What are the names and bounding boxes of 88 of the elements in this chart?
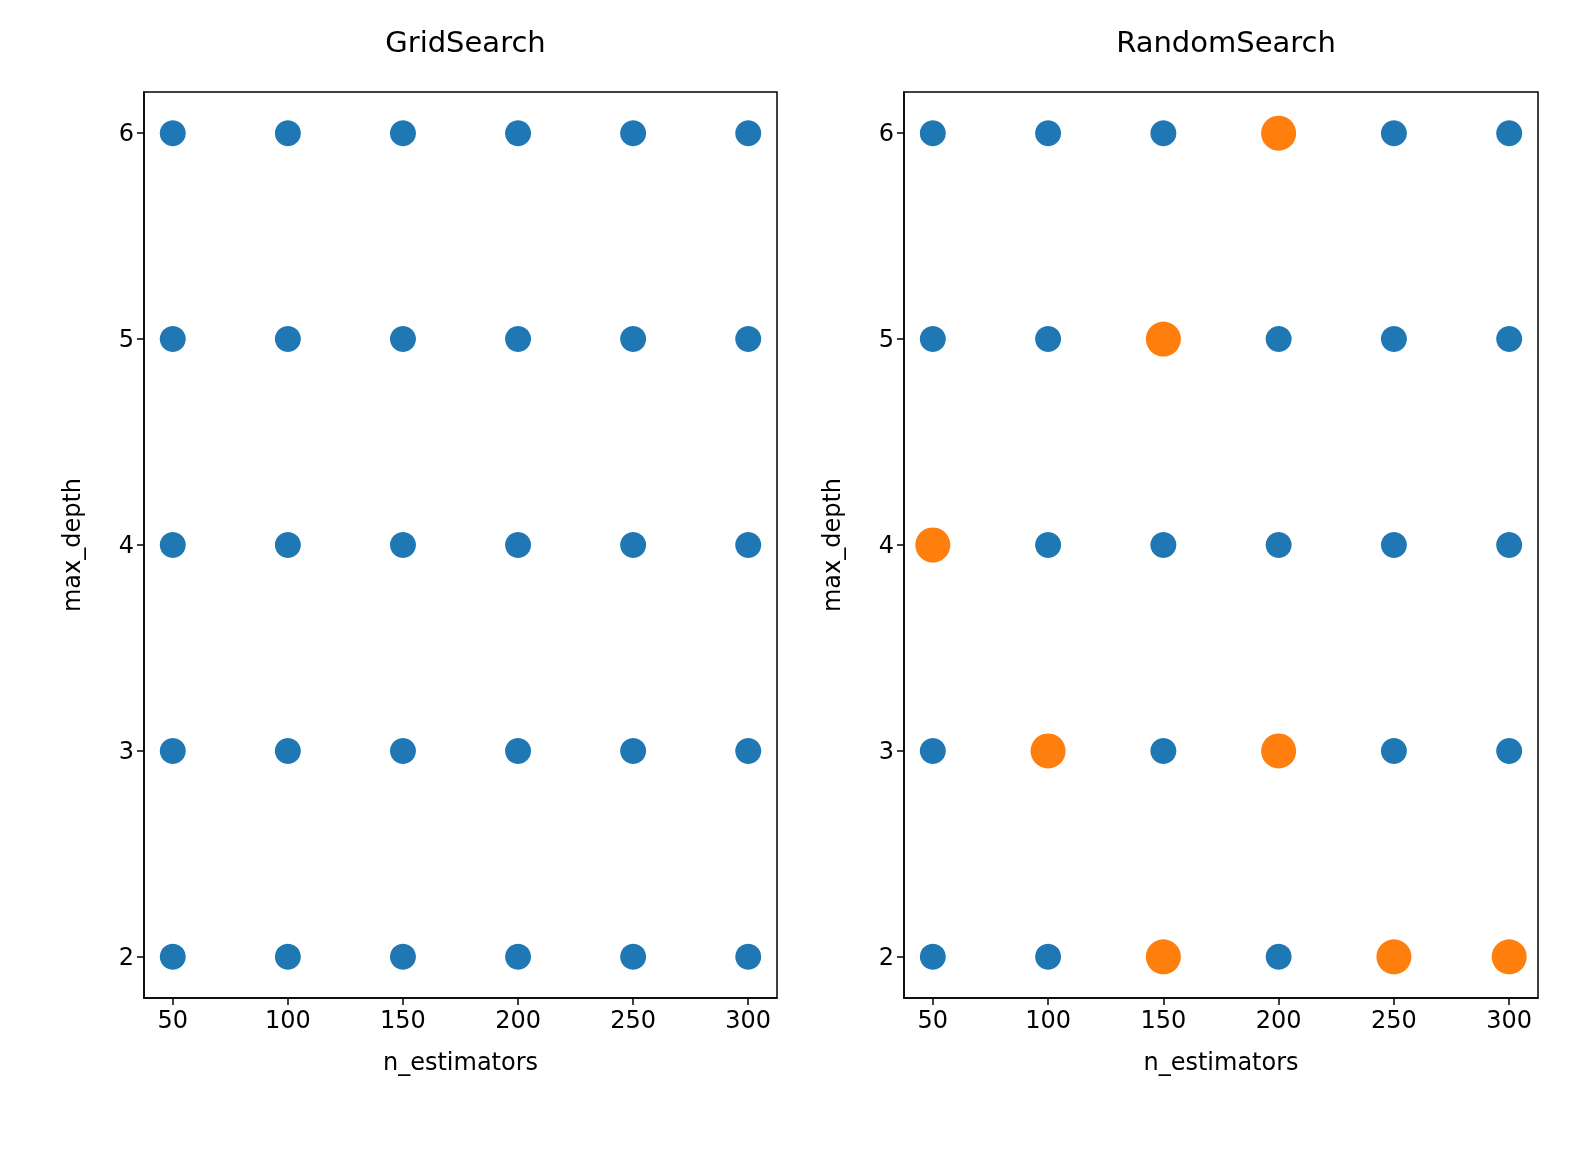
- point: [735, 120, 762, 147]
- x-tick-label: 300: [725, 1006, 772, 1034]
- point: [159, 943, 186, 970]
- point: [620, 943, 647, 970]
- chart-title: RandomSearch: [1116, 24, 1336, 59]
- point: [389, 943, 416, 970]
- y-tick-label: 2: [878, 942, 894, 971]
- point: [505, 532, 532, 558]
- y-tick-label: 5: [118, 325, 134, 354]
- y-tick-label: 4: [118, 531, 134, 559]
- y-axis-title: max_depth: [818, 477, 846, 613]
- point: [274, 120, 301, 147]
- point: [620, 120, 647, 147]
- point: [919, 326, 946, 353]
- point: [159, 532, 186, 558]
- point: [1380, 120, 1407, 147]
- y-tick-label: 2: [118, 942, 134, 971]
- x-tick-label: 250: [1371, 1006, 1417, 1034]
- point: [1496, 737, 1523, 764]
- point: [389, 737, 416, 764]
- point: [274, 943, 301, 970]
- point: [1265, 943, 1292, 970]
- y-axis-title: max_depth: [58, 477, 86, 613]
- y-tick-label: 6: [878, 119, 894, 148]
- x-tick-label: 150: [1140, 1006, 1187, 1034]
- x-tick-label: 150: [380, 1006, 426, 1034]
- x-tick-label: 200: [1255, 1006, 1302, 1034]
- point: [389, 532, 416, 558]
- x-tick-label: 50: [917, 1006, 949, 1034]
- point: [505, 326, 532, 353]
- point: [1030, 733, 1066, 769]
- point: [620, 326, 647, 353]
- point: [274, 532, 301, 558]
- point: [1376, 939, 1412, 975]
- point: [159, 120, 186, 147]
- x-tick-label: 50: [157, 1006, 189, 1034]
- chart-title: GridSearch: [385, 24, 546, 59]
- x-tick-label: 200: [495, 1006, 541, 1034]
- point: [1496, 326, 1523, 353]
- point: [1380, 326, 1407, 353]
- point: [620, 737, 647, 764]
- point: [505, 120, 532, 147]
- x-tick-label: 250: [610, 1006, 657, 1034]
- point: [1150, 737, 1177, 764]
- point: [505, 943, 532, 970]
- y-tick-label: 6: [118, 119, 134, 148]
- point: [1380, 737, 1407, 764]
- point: [735, 532, 762, 558]
- point: [1150, 532, 1177, 558]
- point: [1496, 120, 1523, 147]
- point: [919, 737, 946, 764]
- point: [274, 326, 301, 353]
- point: [1261, 733, 1297, 769]
- point: [1265, 532, 1292, 558]
- point: [505, 737, 532, 764]
- y-tick-label: 5: [878, 325, 894, 354]
- point: [620, 532, 647, 558]
- point: [1035, 532, 1062, 558]
- point: [915, 527, 951, 563]
- y-tick-label: 4: [878, 531, 894, 559]
- x-axis-title: n_estimators: [382, 1048, 539, 1076]
- point: [1035, 943, 1062, 970]
- point: [735, 737, 762, 764]
- point: [274, 737, 301, 764]
- point: [1380, 532, 1407, 558]
- point: [1261, 115, 1297, 151]
- point: [1035, 120, 1062, 147]
- point: [159, 326, 186, 353]
- point: [389, 326, 416, 353]
- point: [1035, 326, 1062, 353]
- x-axis-title: n_estimators: [1143, 1048, 1299, 1076]
- point: [1496, 532, 1523, 558]
- point: [389, 120, 416, 147]
- point: [159, 737, 186, 764]
- point: [919, 120, 946, 147]
- point: [735, 326, 762, 353]
- point: [1150, 120, 1177, 147]
- point: [1145, 321, 1181, 357]
- point: [735, 943, 762, 970]
- point: [1145, 939, 1181, 975]
- point: [1265, 326, 1292, 353]
- x-tick-label: 100: [1025, 1006, 1071, 1034]
- x-tick-label: 100: [264, 1006, 311, 1034]
- point: [919, 943, 946, 970]
- x-tick-label: 300: [1486, 1006, 1533, 1034]
- y-tick-label: 3: [118, 736, 134, 765]
- y-tick-label: 3: [878, 736, 894, 765]
- point: [1491, 939, 1527, 975]
